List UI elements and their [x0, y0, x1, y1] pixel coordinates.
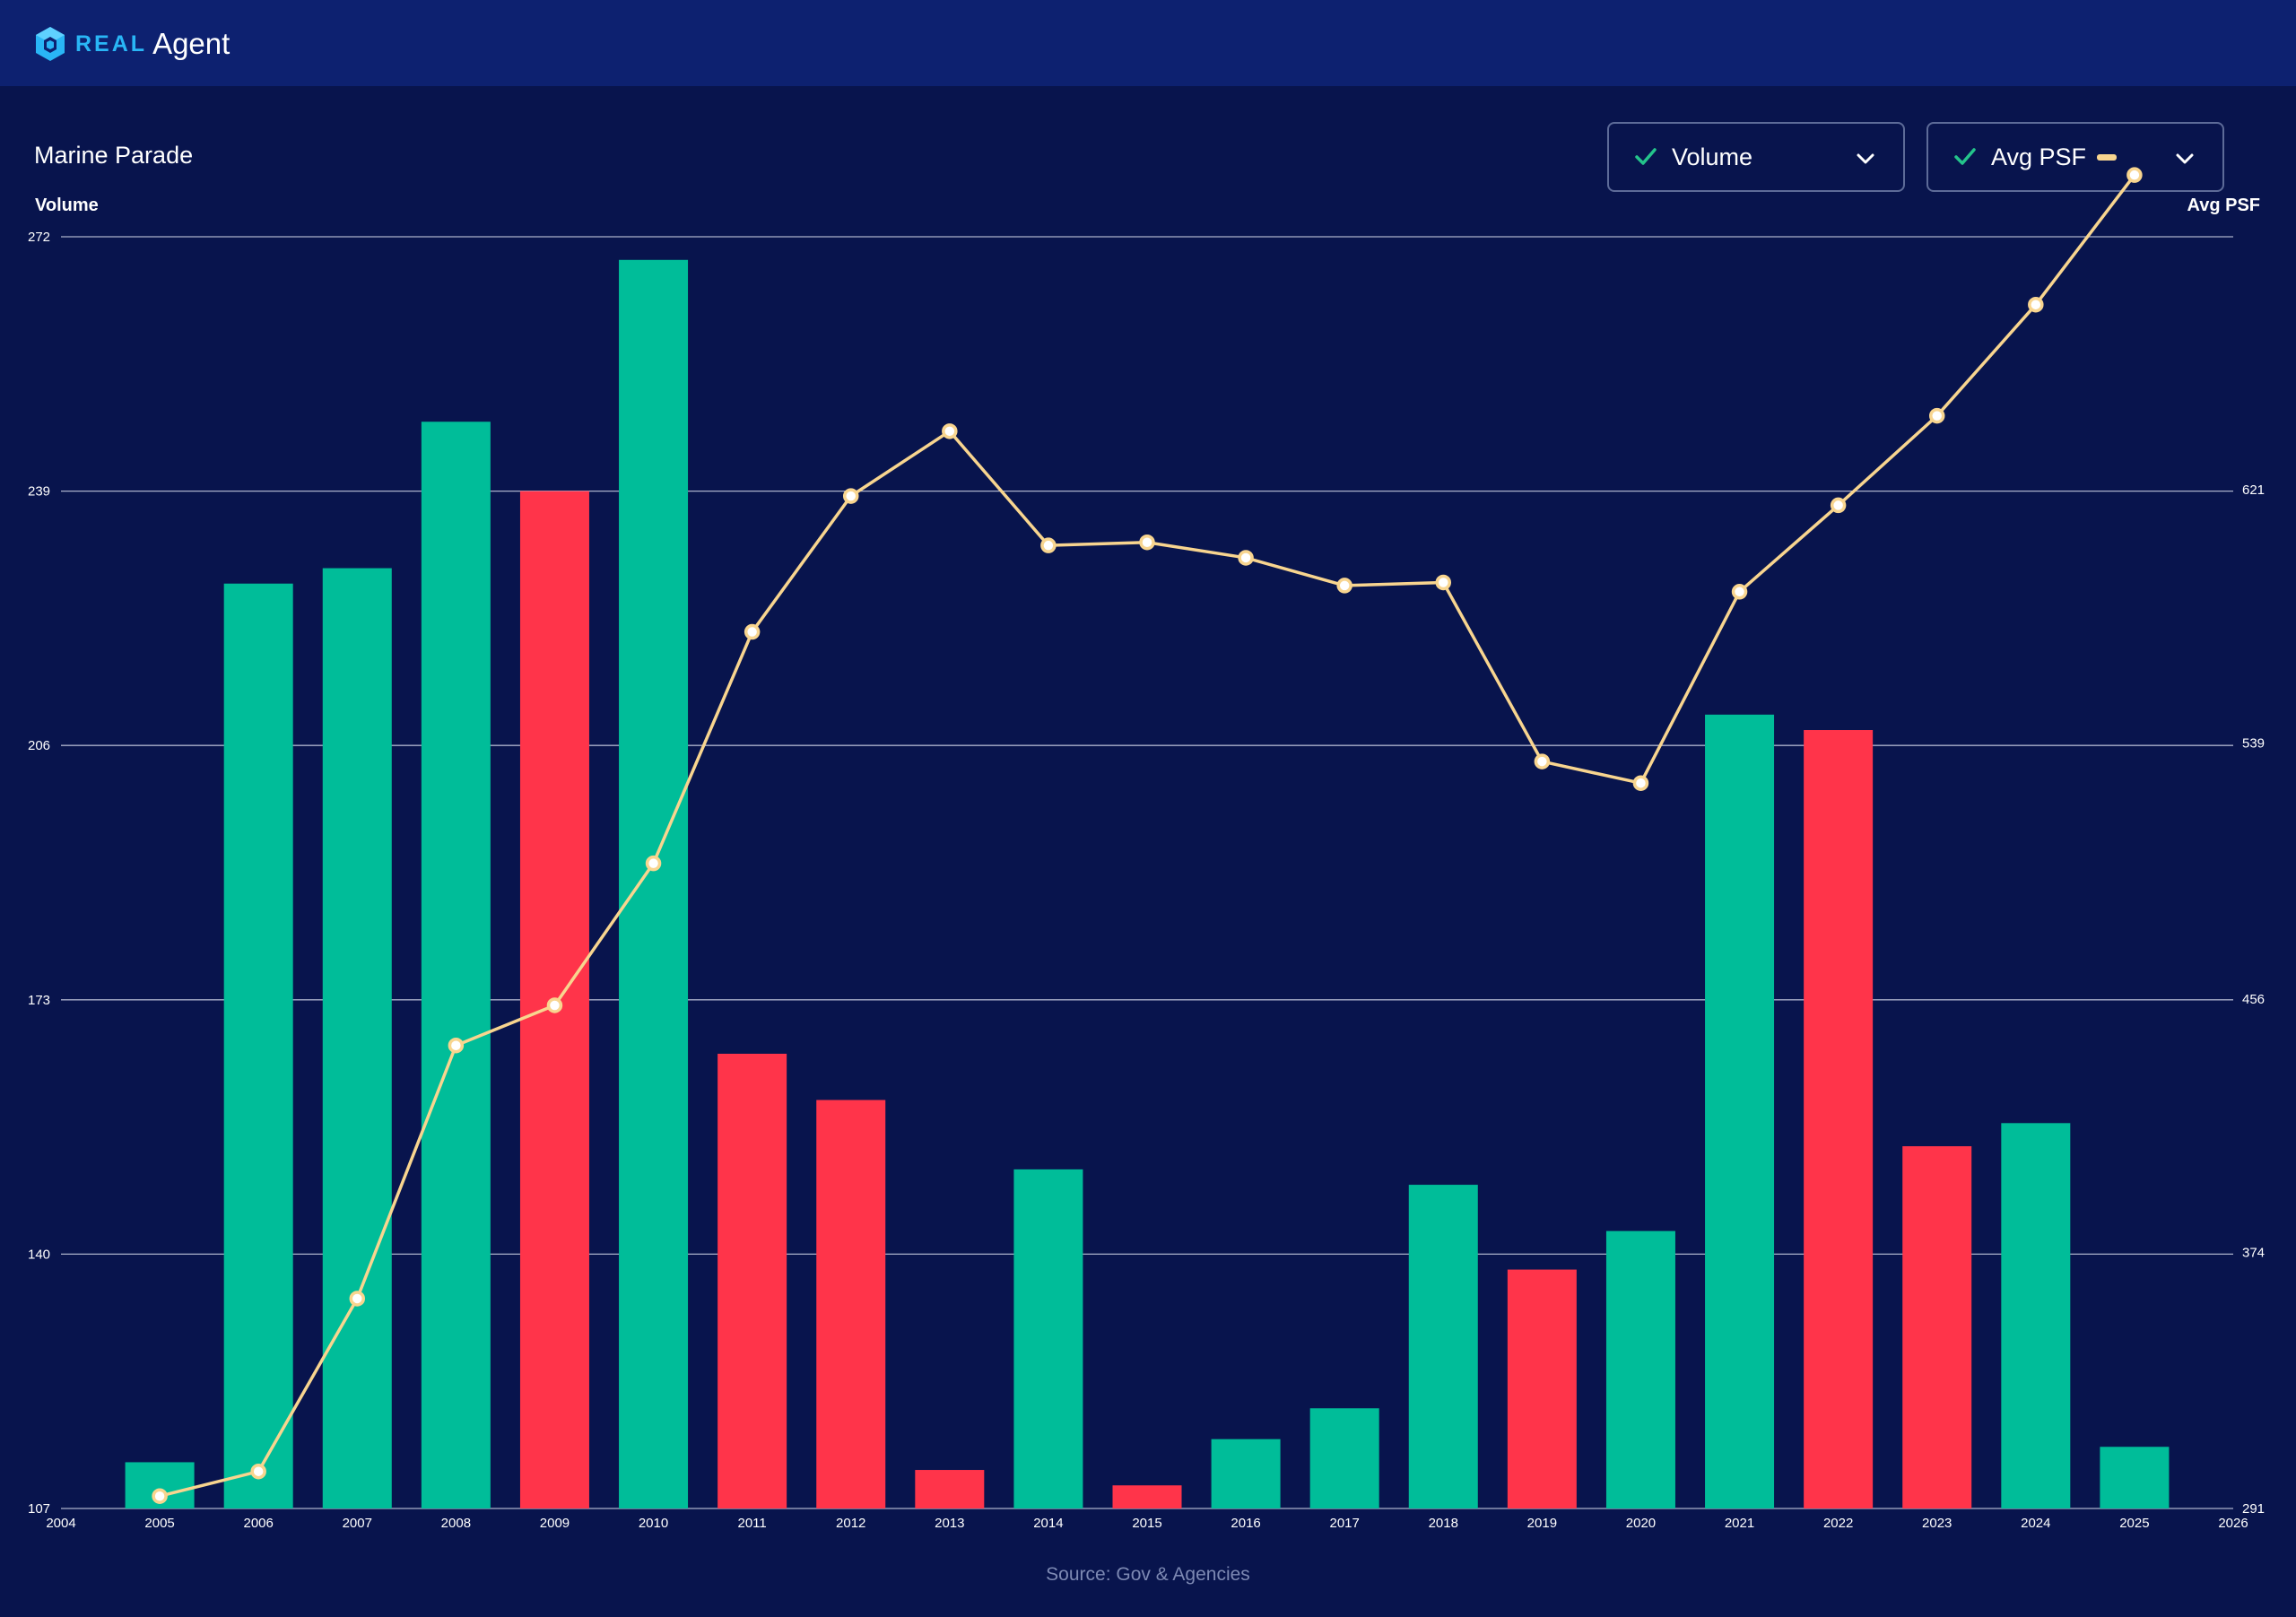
avg-psf-point	[2126, 167, 2143, 183]
volume-bar	[1309, 1408, 1379, 1508]
y-right-tick-label: 374	[2242, 1245, 2265, 1260]
x-tick-label: 2017	[1329, 1516, 1359, 1531]
avg-psf-dropdown[interactable]: Avg PSF	[1926, 122, 2224, 192]
avg-psf-point	[1534, 753, 1551, 769]
y-right-tick-label: 539	[2242, 735, 2265, 751]
x-tick-label: 2018	[1429, 1516, 1458, 1531]
avg-psf-point	[1336, 578, 1352, 594]
volume-bar	[1112, 1485, 1182, 1508]
hexagon-logo-icon	[36, 27, 65, 61]
volume-bar	[718, 1053, 787, 1508]
x-tick-label: 2021	[1725, 1516, 1754, 1531]
x-tick-label: 2013	[935, 1516, 964, 1531]
x-tick-label: 2006	[243, 1516, 273, 1531]
chevron-down-icon	[2176, 153, 2194, 164]
volume-bar	[223, 583, 293, 1508]
brand-real-text: REAL	[75, 30, 148, 57]
x-tick-label: 2009	[540, 1516, 570, 1531]
avg-psf-point	[250, 1463, 266, 1480]
y-left-tick-label: 272	[28, 230, 50, 245]
y-left-tick-label: 206	[28, 738, 50, 753]
avg-psf-point	[2028, 296, 2044, 313]
avg-psf-point	[1830, 497, 1847, 514]
volume-bar	[1408, 1185, 1478, 1508]
volume-bar	[1013, 1169, 1083, 1508]
x-tick-label: 2012	[836, 1516, 865, 1531]
avg-psf-point	[1632, 775, 1649, 791]
avg-psf-point	[152, 1488, 168, 1504]
avg-psf-point	[1435, 574, 1452, 591]
avg-psf-point	[349, 1291, 366, 1307]
volume-bar	[1804, 730, 1874, 1508]
avg-psf-point	[645, 855, 662, 872]
source-note: Source: Gov & Agencies	[1046, 1564, 1250, 1585]
avg-psf-point	[546, 997, 563, 1013]
avg-psf-point	[1139, 534, 1155, 551]
x-tick-label: 2004	[46, 1516, 75, 1531]
y-left-tick-label: 107	[28, 1501, 50, 1517]
chevron-down-icon	[1857, 153, 1874, 164]
x-tick-label: 2011	[738, 1516, 767, 1531]
line-legend-swatch	[2097, 153, 2118, 161]
y-left-axis-title: Volume	[35, 196, 99, 215]
x-tick-label: 2007	[343, 1516, 372, 1531]
y-left-tick-label: 239	[28, 484, 50, 500]
check-icon	[1635, 148, 1657, 165]
check-icon	[1954, 148, 1976, 165]
volume-bar	[2100, 1447, 2170, 1508]
volume-bar	[915, 1470, 985, 1508]
volume-bar	[1902, 1146, 1972, 1508]
x-tick-label: 2010	[639, 1516, 668, 1531]
x-tick-label: 2020	[1626, 1516, 1656, 1531]
y-right-tick-label: 456	[2242, 992, 2265, 1007]
top-bar: REAL Agent	[0, 0, 2296, 86]
volume-dropdown[interactable]: Volume	[1607, 122, 1905, 192]
brand-agent-text: Agent	[152, 27, 230, 60]
volume-bar	[1507, 1269, 1577, 1508]
x-tick-label: 2005	[144, 1516, 174, 1531]
avg-psf-dropdown-label: Avg PSF	[1991, 143, 2087, 170]
y-left-tick-label: 140	[28, 1247, 50, 1262]
avg-psf-point	[842, 488, 859, 504]
x-tick-label: 2026	[2218, 1516, 2248, 1531]
y-right-tick-label: 621	[2242, 482, 2265, 498]
volume-bar	[322, 568, 392, 1509]
chart-title: Marine Parade	[34, 142, 194, 169]
brand-logo[interactable]: REAL Agent	[34, 22, 230, 66]
y-right-axis-title: Avg PSF	[2187, 196, 2261, 215]
volume-bar	[1211, 1439, 1281, 1508]
volume-bar	[421, 422, 491, 1509]
avg-psf-point	[1731, 584, 1748, 600]
y-left-tick-label: 173	[28, 993, 50, 1008]
y-right-tick-label: 291	[2242, 1501, 2265, 1517]
x-tick-label: 2019	[1527, 1516, 1557, 1531]
x-tick-label: 2025	[2119, 1516, 2149, 1531]
avg-psf-point	[942, 423, 958, 439]
x-tick-label: 2015	[1132, 1516, 1161, 1531]
avg-psf-point	[448, 1037, 465, 1054]
avg-psf-point	[1040, 537, 1057, 553]
volume-bar	[2001, 1123, 2071, 1508]
x-tick-label: 2024	[2021, 1516, 2050, 1531]
volume-bar	[1705, 714, 1775, 1508]
avg-psf-point	[1238, 550, 1254, 566]
x-tick-label: 2023	[1922, 1516, 1952, 1531]
x-tick-label: 2014	[1033, 1516, 1063, 1531]
avg-psf-point	[1928, 407, 1945, 424]
volume-bar	[1605, 1230, 1675, 1508]
x-tick-label: 2022	[1823, 1516, 1853, 1531]
volume-bar	[619, 259, 689, 1508]
volume-bar	[816, 1100, 886, 1508]
x-tick-label: 2016	[1231, 1516, 1260, 1531]
x-tick-label: 2008	[441, 1516, 471, 1531]
avg-psf-point	[744, 623, 761, 640]
volume-dropdown-label: Volume	[1672, 143, 1753, 170]
